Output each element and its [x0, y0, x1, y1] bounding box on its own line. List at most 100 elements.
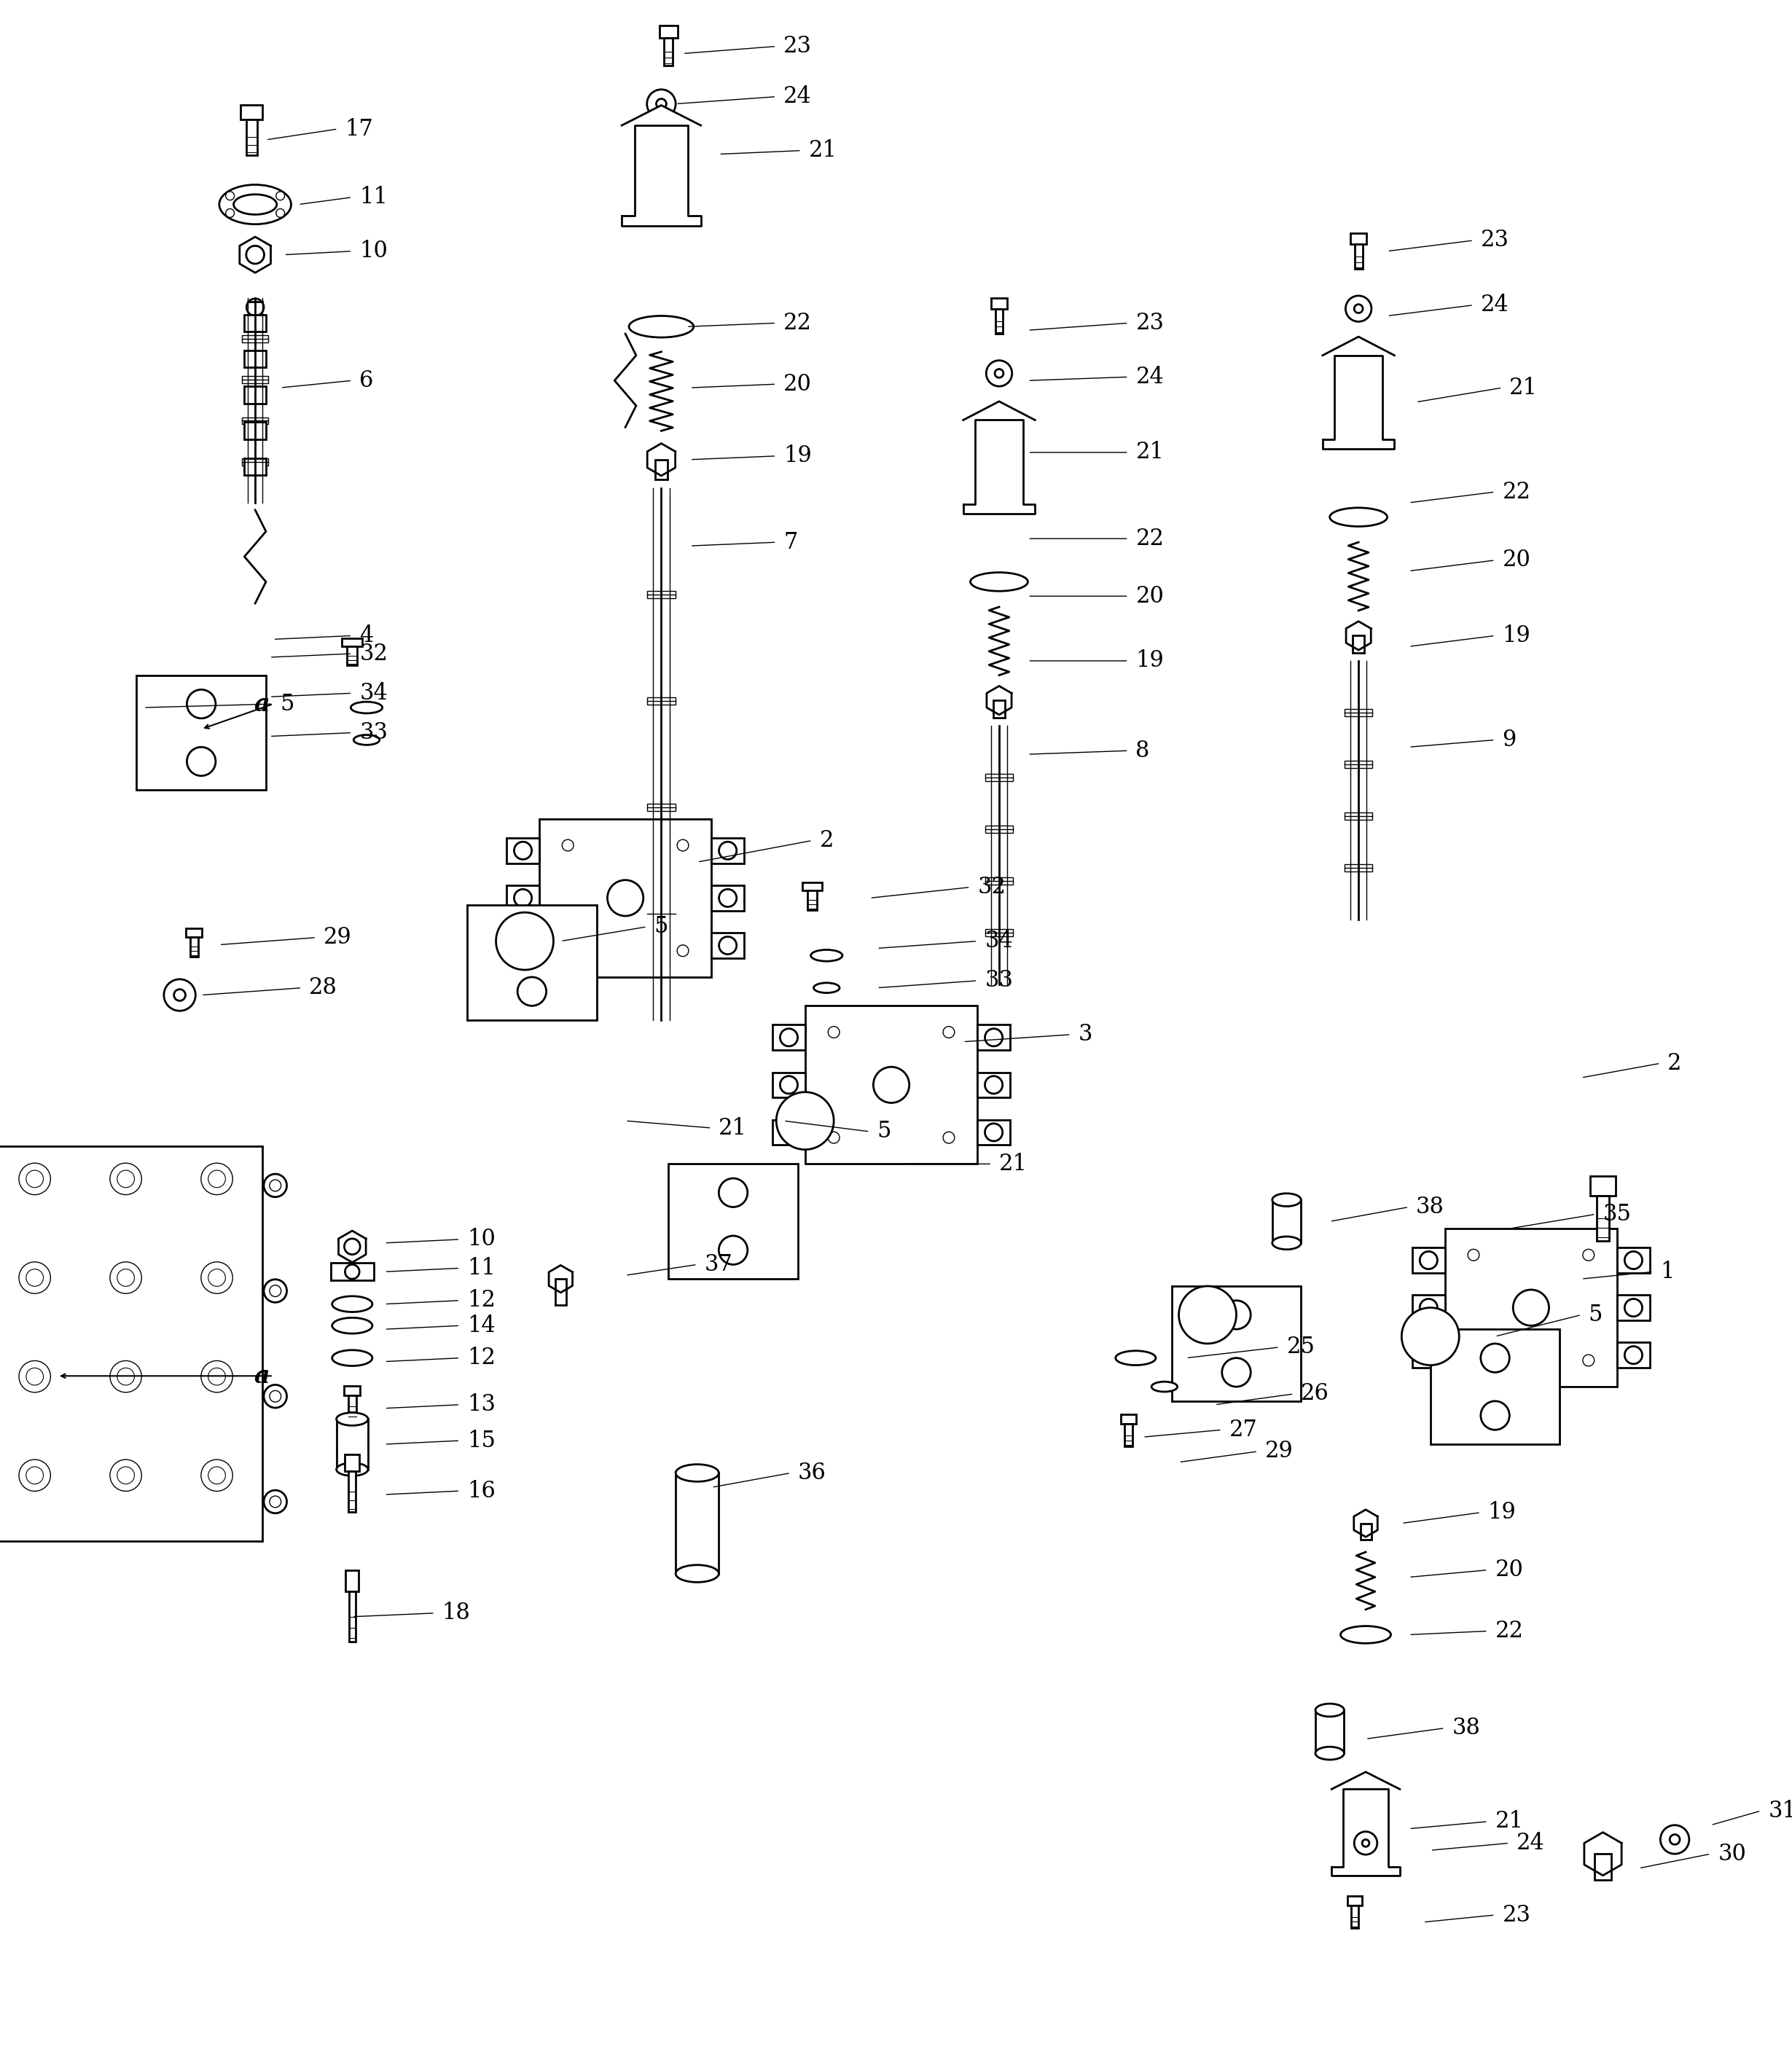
Text: 21: 21: [719, 1117, 747, 1139]
Circle shape: [1661, 1826, 1690, 1854]
Circle shape: [186, 748, 215, 777]
Circle shape: [20, 1164, 50, 1195]
Circle shape: [1222, 1301, 1251, 1330]
Bar: [240, 104, 262, 119]
Bar: [1348, 1895, 1362, 1906]
Bar: [1351, 1906, 1358, 1928]
Bar: [539, 820, 711, 977]
Bar: [986, 928, 1012, 936]
Text: 22: 22: [1502, 482, 1530, 504]
Polygon shape: [962, 402, 1036, 420]
Text: 29: 29: [323, 926, 351, 949]
Circle shape: [943, 1027, 955, 1039]
Circle shape: [1419, 1346, 1437, 1365]
Ellipse shape: [1401, 1307, 1459, 1365]
Bar: [647, 697, 676, 705]
Circle shape: [20, 1459, 50, 1492]
Text: 20: 20: [1495, 1559, 1523, 1582]
Text: 23: 23: [783, 35, 812, 57]
Text: 22: 22: [783, 311, 812, 334]
Ellipse shape: [1315, 1703, 1344, 1717]
Circle shape: [269, 1391, 281, 1402]
Bar: [507, 885, 539, 910]
Circle shape: [1419, 1252, 1437, 1268]
Bar: [186, 928, 202, 936]
Text: 2: 2: [1668, 1051, 1683, 1074]
Text: 24: 24: [783, 86, 812, 109]
Bar: [668, 1164, 797, 1279]
Bar: [1172, 1287, 1301, 1402]
Text: 19: 19: [1136, 650, 1165, 672]
Text: 12: 12: [468, 1346, 496, 1369]
Circle shape: [719, 842, 737, 859]
Text: 32: 32: [360, 641, 387, 666]
Circle shape: [276, 209, 285, 217]
Bar: [772, 1024, 805, 1049]
Bar: [772, 1119, 805, 1145]
Circle shape: [109, 1262, 142, 1293]
Bar: [711, 838, 744, 863]
Bar: [344, 1385, 360, 1395]
Bar: [1595, 1854, 1611, 1879]
Bar: [242, 459, 269, 465]
Bar: [1444, 1229, 1616, 1387]
Bar: [978, 1119, 1011, 1145]
Text: 2: 2: [819, 830, 833, 852]
Polygon shape: [548, 1266, 572, 1293]
Circle shape: [109, 1361, 142, 1393]
Circle shape: [109, 1164, 142, 1195]
Text: 10: 10: [360, 240, 387, 262]
Text: a: a: [254, 1365, 269, 1387]
Circle shape: [201, 1361, 233, 1393]
Polygon shape: [1346, 621, 1371, 650]
Text: 34: 34: [360, 682, 387, 705]
Circle shape: [943, 1131, 955, 1143]
Bar: [1315, 1711, 1344, 1754]
Ellipse shape: [969, 572, 1029, 590]
Text: 24: 24: [1480, 293, 1509, 316]
Text: 13: 13: [468, 1393, 496, 1416]
Bar: [1412, 1248, 1444, 1272]
Text: 1: 1: [1661, 1260, 1674, 1283]
Circle shape: [269, 1180, 281, 1190]
Bar: [1120, 1414, 1136, 1424]
Bar: [136, 676, 265, 791]
Bar: [1590, 1176, 1615, 1195]
Bar: [659, 27, 677, 37]
Bar: [986, 775, 1012, 781]
Circle shape: [201, 1164, 233, 1195]
Text: 35: 35: [1602, 1203, 1631, 1225]
Bar: [349, 1592, 355, 1641]
Circle shape: [20, 1361, 50, 1393]
Bar: [647, 803, 676, 811]
Circle shape: [208, 1170, 226, 1188]
Bar: [1430, 1330, 1559, 1445]
Bar: [995, 309, 1004, 334]
Bar: [246, 119, 256, 156]
Ellipse shape: [814, 984, 839, 994]
Circle shape: [1468, 1354, 1478, 1367]
Text: a: a: [254, 693, 269, 715]
Circle shape: [873, 1068, 909, 1102]
Text: 25: 25: [1287, 1336, 1315, 1358]
Circle shape: [1512, 1289, 1548, 1326]
Text: 33: 33: [360, 721, 387, 744]
Circle shape: [208, 1467, 226, 1483]
Circle shape: [269, 1496, 281, 1508]
Circle shape: [1419, 1299, 1437, 1315]
Circle shape: [514, 842, 532, 859]
Bar: [348, 645, 357, 666]
Bar: [806, 891, 817, 910]
Ellipse shape: [332, 1318, 373, 1334]
Ellipse shape: [1340, 1627, 1391, 1643]
Circle shape: [27, 1369, 43, 1385]
Circle shape: [226, 209, 235, 217]
Circle shape: [828, 1027, 839, 1039]
Circle shape: [647, 90, 676, 119]
Text: 5: 5: [654, 916, 668, 938]
Ellipse shape: [1330, 508, 1387, 527]
Circle shape: [719, 889, 737, 908]
Bar: [1616, 1342, 1650, 1367]
Bar: [805, 1006, 978, 1164]
Ellipse shape: [233, 195, 276, 215]
